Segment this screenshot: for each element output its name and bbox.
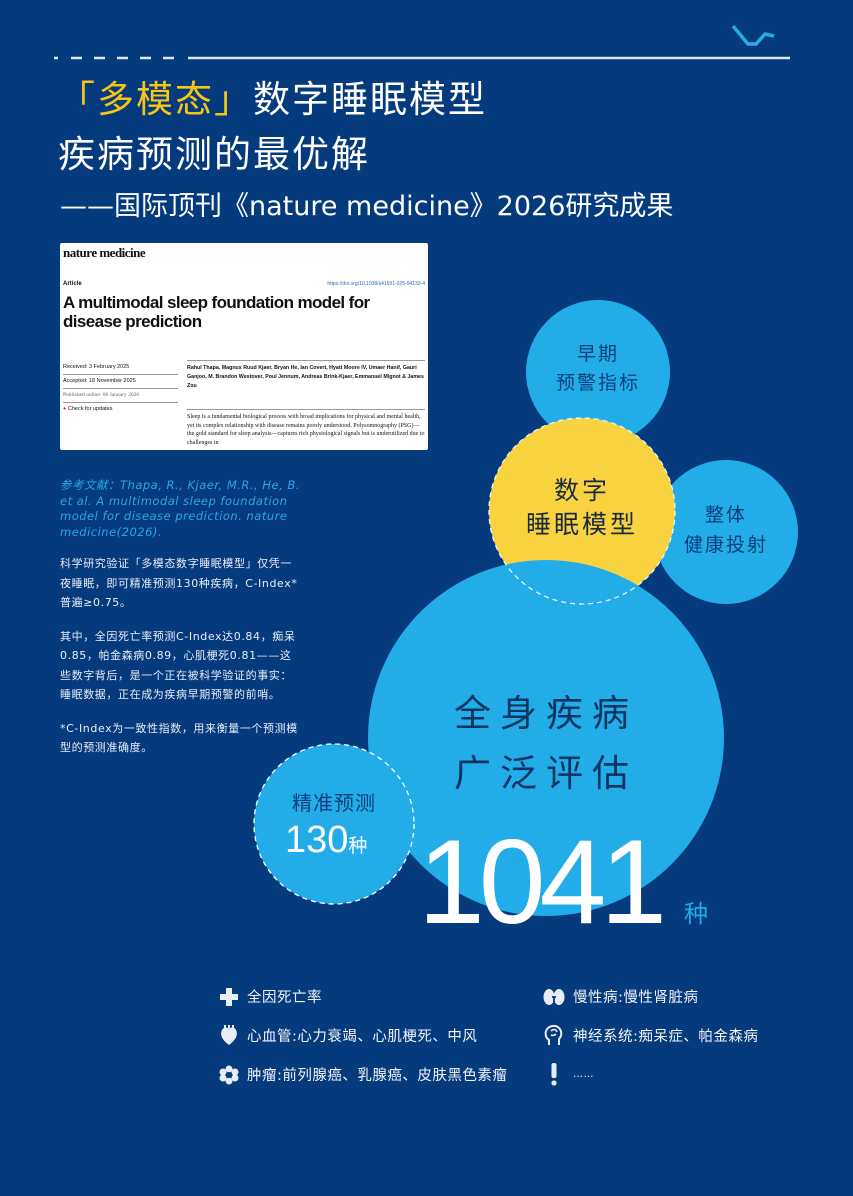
footnote: *C-Index为一致性指数，用来衡量一个预测模型的预测准确度。 (60, 721, 298, 755)
legend-item-more: …… (549, 1062, 594, 1086)
total-count: 1041 (418, 815, 667, 949)
legend-item-chronic: 慢性病:慢性肾脏病 (543, 986, 698, 1007)
legend-text: 肿瘤:前列腺癌、乳腺癌、皮肤黑色素瘤 (247, 1068, 508, 1084)
title-line-1: 「多模态」数字睡眠模型 (58, 78, 487, 122)
core-line-1: 数字 (553, 476, 610, 505)
heart-icon (221, 1025, 237, 1045)
early-line-1: 早期 (576, 343, 619, 365)
precise-number: 130 (285, 819, 349, 861)
update-icon: ● (63, 406, 68, 412)
brain-head-icon (544, 1024, 563, 1045)
check-updates-label: Check for updates (67, 406, 113, 412)
accepted: Accepted: 18 November 2025 (63, 375, 178, 389)
early-line-2: 预警指标 (555, 372, 640, 394)
whole-body-text: 全身疾病 广泛评估 (420, 684, 672, 804)
received: Received: 3 February 2025 (63, 361, 178, 375)
legend-text: 心血管:心力衰竭、心肌梗死、中风 (247, 1028, 478, 1045)
health-line-2: 健康投射 (683, 534, 768, 556)
paper-title: A multimodal sleep foundation model for … (63, 293, 370, 331)
legend-text: 全因死亡率 (247, 990, 322, 1006)
paper-screenshot: nature medicine Article https://doi.org/… (60, 243, 428, 450)
doi-link: https://doi.org/10.1038/s41591-025-04133… (327, 281, 425, 287)
tumor-icon (219, 1065, 239, 1084)
legend-item-cardio: 心血管:心力衰竭、心肌梗死、中风 (219, 1024, 477, 1046)
legend-text: …… (573, 1068, 594, 1080)
bubble-early-warning (526, 300, 670, 444)
legend-item-tumor: 肿瘤:前列腺癌、乳腺癌、皮肤黑色素瘤 (219, 1064, 507, 1085)
whole-line-2: 广泛评估 (454, 752, 638, 795)
precise-label: 精准预测 (292, 791, 376, 815)
reference: 参考文献：Thapa, R., Kjaer, M.R., He, B. et a… (60, 478, 300, 539)
published: Published online: 06 January 2026 (63, 389, 178, 403)
title-highlight: 「多模态」 (58, 78, 253, 121)
total-unit: 种 (684, 900, 708, 928)
kidney-icon (543, 988, 565, 1006)
early-warning-text: 早期 预警指标 (526, 340, 670, 398)
check-updates: ● Check for updates (63, 403, 178, 416)
legend-text: 慢性病:慢性肾脏病 (573, 990, 699, 1006)
authors: Rahul Thapa, Magnus Ruud Kjaer, Bryan He… (187, 360, 425, 408)
bubble-precise (253, 743, 415, 905)
health-projection-text: 整体 健康投射 (666, 500, 786, 560)
abstract: Sleep is a fundamental biological proces… (187, 409, 425, 447)
paragraph-2: 其中，全因死亡率预测C-Index达0.84，痴呆0.85，帕金森病0.89，心… (60, 629, 296, 702)
legend-item-neuro: 神经系统:痴呆症、帕金森病 (543, 1024, 758, 1046)
legend-text: 神经系统:痴呆症、帕金森病 (573, 1028, 759, 1045)
paragraph-1: 科学研究验证「多模态数字睡眠模型」仅凭一夜睡眠，即可精准预测130种疾病，C-I… (60, 557, 298, 609)
bubble-health-projection (654, 460, 798, 604)
paper-dates: Received: 3 February 2025 Accepted: 18 N… (63, 361, 178, 416)
core-model-text: 数字 睡眠模型 (500, 474, 664, 542)
bubble-whole-body (368, 560, 724, 916)
title-rest: 数字睡眠模型 (253, 78, 487, 121)
article-type: Article (63, 281, 82, 287)
exclamation-icon (551, 1063, 557, 1086)
health-line-1: 整体 (704, 504, 747, 526)
bubble-core-outline (488, 417, 676, 605)
precise-unit: 种 (348, 836, 368, 857)
precise-count: 130种 (285, 818, 367, 869)
wave-icon (731, 24, 775, 46)
cross-icon (220, 987, 238, 1006)
header-divider (54, 24, 790, 60)
title-line-2: 疾病预测的最优解 (58, 133, 370, 176)
subtitle: ——国际顶刊《nature medicine》2026研究成果 (60, 191, 674, 222)
legend-item-mortality: 全因死亡率 (219, 986, 322, 1007)
bubble-core-model (489, 418, 675, 604)
left-text-column: 参考文献：Thapa, R., Kjaer, M.R., He, B. et a… (60, 478, 300, 772)
journal-name: nature medicine (63, 245, 146, 260)
whole-line-1: 全身疾病 (454, 692, 638, 735)
core-line-2: 睡眠模型 (525, 510, 638, 539)
